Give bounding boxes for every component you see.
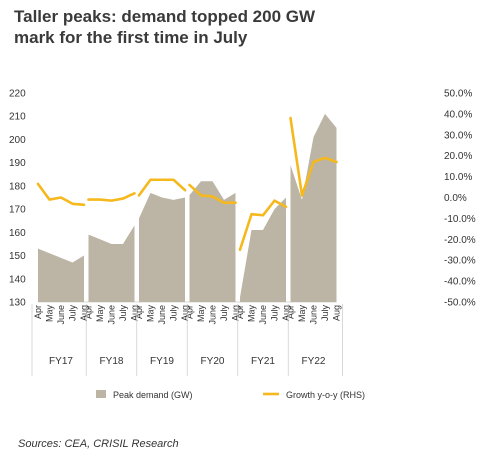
month-label: Aug (79, 305, 89, 321)
month-label: July (320, 305, 330, 322)
left-tick-label: 140 (9, 274, 26, 285)
month-label: May (45, 305, 55, 323)
month-label: June (208, 305, 218, 325)
chart-title-line: Taller peaks: demand topped 200 GW (14, 7, 316, 26)
month-label: May (95, 305, 105, 323)
right-tick-label: 0.0% (444, 193, 467, 204)
month-label: June (309, 305, 319, 325)
growth-line-fy19 (137, 178, 187, 197)
growth-line-fy18 (87, 192, 136, 202)
right-tick-label: -20.0% (444, 235, 476, 246)
month-label: July (270, 305, 280, 322)
left-tick-label: 200 (9, 135, 26, 146)
left-tick-label: 180 (9, 181, 26, 192)
peak-demand-area-fy21 (240, 197, 286, 302)
month-label: June (107, 305, 117, 325)
right-tick-label: 50.0% (444, 89, 472, 100)
left-tick-label: 190 (9, 158, 26, 169)
chart-title-line: mark for the first time in July (14, 28, 248, 47)
left-tick-label: 170 (9, 205, 26, 216)
peak-demand-area-fy17 (38, 248, 84, 302)
month-label: May (247, 305, 257, 323)
right-tick-label: -40.0% (444, 277, 476, 288)
month-label: July (169, 305, 179, 322)
right-tick-label: -50.0% (444, 298, 476, 309)
month-label: Aug (130, 305, 140, 321)
growth-series (36, 116, 338, 252)
left-tick-label: 160 (9, 228, 26, 239)
month-label: Apr (185, 305, 195, 319)
month-label: July (219, 305, 229, 322)
right-tick-label: 10.0% (444, 172, 472, 183)
fy-label: FY17 (49, 356, 73, 367)
month-label: Aug (180, 305, 190, 321)
legend: Peak demand (GW) Growth y-o-y (RHS) (96, 390, 365, 400)
source-note: Sources: CEA, CRISIL Research (18, 438, 179, 450)
peak-demand-area-fy18 (88, 225, 135, 302)
fy-label: FY19 (150, 356, 174, 367)
right-tick-label: 30.0% (444, 130, 472, 141)
month-label: June (56, 305, 66, 325)
month-label: July (68, 305, 78, 322)
left-axis: 130 140 150 160 170 180 190 200 210 220 (9, 89, 26, 309)
left-tick-label: 210 (9, 112, 26, 123)
right-axis: 50.0% 40.0% 30.0% 20.0% 10.0% 0.0% -10.0% -20.0… (444, 89, 476, 309)
month-label: Apr (33, 305, 43, 319)
left-tick-label: 150 (9, 251, 26, 262)
peak-demand-area-fy22 (290, 113, 337, 303)
fy-label: FY21 (251, 356, 275, 367)
chart-title: Taller peaks: demand topped 200 GW mark f… (14, 7, 316, 47)
right-tick-label: 40.0% (444, 109, 472, 120)
month-label: Aug (281, 305, 291, 321)
legend-label-peak-demand: Peak demand (GW) (113, 390, 193, 400)
right-tick-label: -30.0% (444, 256, 476, 267)
legend-label-growth: Growth y-o-y (RHS) (286, 390, 365, 400)
right-tick-label: 20.0% (444, 151, 472, 162)
peak-demand-area-fy19 (139, 192, 185, 302)
growth-line-fy20 (188, 183, 237, 205)
fy-label: FY22 (302, 356, 326, 367)
month-label: May (297, 305, 307, 323)
fy-label: FY20 (201, 356, 225, 367)
month-label: May (146, 305, 156, 323)
month-label: May (196, 305, 206, 323)
month-label: Apr (134, 305, 144, 319)
month-label: Aug (332, 305, 342, 321)
growth-line-fy17 (36, 182, 86, 207)
growth-line-fy22 (289, 116, 338, 197)
left-tick-label: 220 (9, 89, 26, 100)
month-label: Apr (235, 305, 245, 319)
legend-swatch-peak-demand (96, 390, 106, 398)
peak-demand-series (38, 113, 337, 303)
source-text: Sources: CEA, CRISIL Research (18, 438, 179, 450)
month-label: June (157, 305, 167, 325)
month-label: Apr (286, 305, 296, 319)
fy-label: FY18 (100, 356, 124, 367)
peak-demand-area-fy20 (189, 181, 236, 302)
month-label: Aug (231, 305, 241, 321)
month-label: June (258, 305, 268, 325)
left-tick-label: 130 (9, 298, 26, 309)
growth-line-fy21 (238, 199, 288, 252)
month-label: July (118, 305, 128, 322)
right-tick-label: -10.0% (444, 214, 476, 225)
month-label: Apr (84, 305, 94, 319)
